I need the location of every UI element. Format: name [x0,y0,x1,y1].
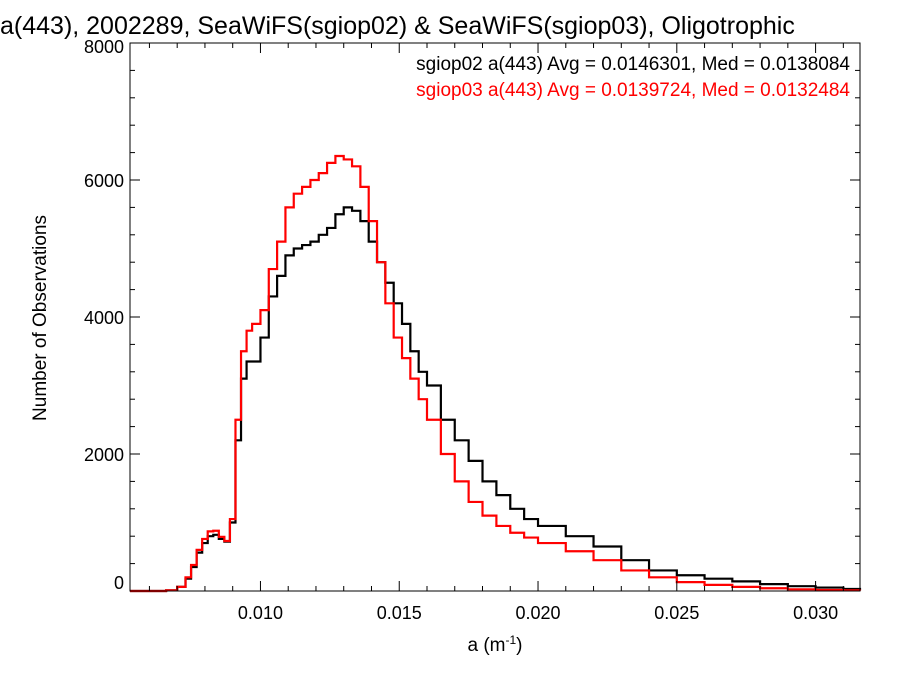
chart-title: a(443), 2002289, SeaWiFS(sgiop02) & SeaW… [0,12,795,40]
legend-entry-sgiop02: sgiop02 a(443) Avg = 0.0146301, Med = 0.… [416,54,850,75]
x-axis-label-close: ) [516,635,522,656]
x-axis-label-main: a (m [468,635,506,656]
plot-area: 0 2000 4000 6000 8000 0.010 0.015 0.020 0.025 0.0… [84,37,862,623]
y-tick-label: 8000 [84,37,124,57]
y-axis-label: Number of Observations [30,215,51,421]
y-tick-label: 4000 [84,308,124,328]
y-tick-label: 2000 [84,445,124,465]
x-axis-label: a (m-1) [468,633,523,656]
plot-frame [129,42,861,592]
legend: sgiop02 a(443) Avg = 0.0146301, Med = 0.… [416,54,850,101]
x-tick-label: 0.010 [238,603,283,623]
series-line-sgiop02 [130,206,862,593]
x-tick-label: 0.030 [793,603,838,623]
y-tick-label: 0 [114,573,124,593]
legend-entry-sgiop03: sgiop03 a(443) Avg = 0.0139724, Med = 0.… [416,80,850,101]
y-tick-label: 6000 [84,171,124,191]
x-tick-label: 0.025 [654,603,699,623]
x-tick-label: 0.020 [515,603,560,623]
x-axis-label-exponent: -1 [506,633,517,647]
x-tick-label: 0.015 [377,603,422,623]
series-line-sgiop03 [130,154,862,593]
